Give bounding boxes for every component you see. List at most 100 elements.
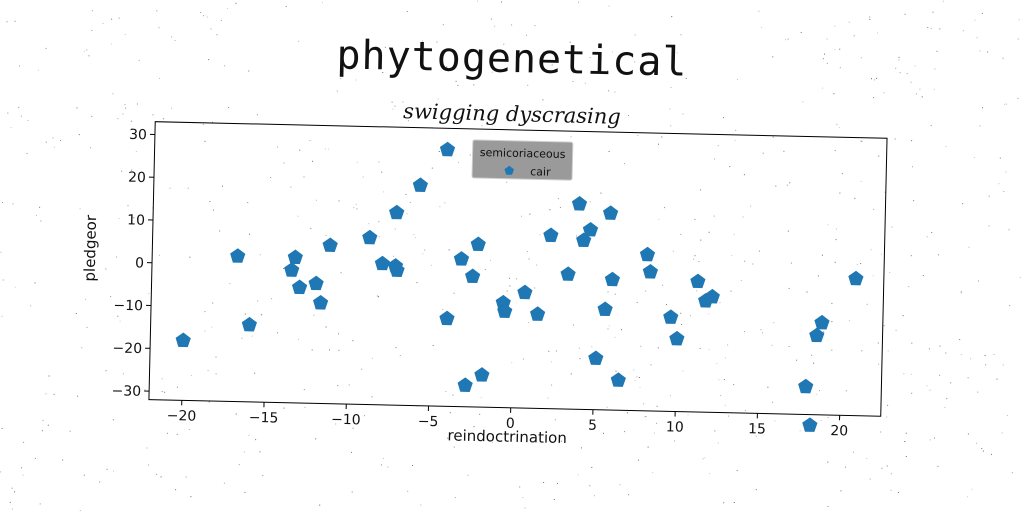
noise-speck xyxy=(702,458,704,460)
noise-speck xyxy=(99,481,101,483)
noise-speck xyxy=(608,325,610,327)
noise-speck xyxy=(919,88,921,90)
noise-speck xyxy=(309,140,311,141)
x-tick-label: 15 xyxy=(748,421,766,437)
noise-speck xyxy=(680,34,682,36)
noise-speck xyxy=(884,191,886,193)
noise-speck xyxy=(446,66,448,68)
noise-speck xyxy=(834,150,836,152)
noise-speck xyxy=(10,127,12,129)
noise-speck xyxy=(637,135,639,137)
noise-speck xyxy=(229,283,231,285)
noise-speck xyxy=(503,43,505,45)
noise-speck xyxy=(1004,103,1006,105)
data-point xyxy=(603,205,619,220)
noise-speck xyxy=(981,12,983,14)
noise-speck xyxy=(351,451,352,453)
noise-speck xyxy=(30,305,32,307)
noise-speck xyxy=(399,355,401,356)
data-point xyxy=(642,263,658,279)
noise-speck xyxy=(927,27,929,28)
noise-speck xyxy=(929,439,931,441)
noise-speck xyxy=(584,82,586,84)
noise-speck xyxy=(171,107,172,109)
noise-speck xyxy=(481,125,483,127)
data-point xyxy=(474,367,490,382)
noise-speck xyxy=(906,73,908,75)
data-point xyxy=(543,227,559,243)
x-tick-label: 0 xyxy=(506,416,515,432)
noise-speck xyxy=(708,349,710,351)
noise-speck xyxy=(457,85,459,86)
noise-speck xyxy=(189,256,191,258)
noise-speck xyxy=(542,51,544,53)
noise-speck xyxy=(394,228,396,230)
noise-speck xyxy=(578,1,580,3)
noise-speck xyxy=(787,38,789,40)
noise-speck xyxy=(383,191,385,193)
noise-speck xyxy=(976,442,977,444)
noise-speck xyxy=(542,99,544,101)
data-point xyxy=(798,378,814,394)
noise-speck xyxy=(52,137,54,139)
noise-speck xyxy=(212,302,214,304)
noise-speck xyxy=(477,0,479,2)
noise-speck xyxy=(26,153,28,154)
noise-speck xyxy=(636,302,638,303)
noise-speck xyxy=(381,171,383,173)
noise-speck xyxy=(910,81,912,83)
noise-speck xyxy=(528,258,530,260)
data-point xyxy=(588,350,604,365)
noise-speck xyxy=(14,20,16,22)
noise-speck xyxy=(827,506,829,507)
data-point xyxy=(814,314,830,330)
noise-speck xyxy=(430,264,432,266)
noise-speck xyxy=(800,32,802,33)
noise-speck xyxy=(53,146,55,148)
noise-speck xyxy=(539,234,541,236)
noise-speck xyxy=(841,173,843,175)
noise-speck xyxy=(860,180,862,182)
noise-speck xyxy=(376,295,378,297)
y-tick-label: 20 xyxy=(128,170,146,186)
noise-speck xyxy=(501,1,502,3)
noise-speck xyxy=(368,223,370,225)
data-point xyxy=(663,309,679,324)
noise-speck xyxy=(971,488,973,490)
noise-speck xyxy=(977,391,979,393)
noise-speck xyxy=(40,220,42,222)
noise-speck xyxy=(936,50,938,52)
noise-speck xyxy=(736,470,738,471)
noise-speck xyxy=(438,151,440,152)
noise-speck xyxy=(991,453,992,455)
noise-speck xyxy=(394,105,396,107)
noise-speck xyxy=(1,315,3,317)
noise-speck xyxy=(490,18,492,20)
noise-speck xyxy=(130,120,132,122)
noise-speck xyxy=(148,293,150,294)
noise-speck xyxy=(351,491,353,493)
noise-speck xyxy=(666,304,667,306)
noise-speck xyxy=(946,398,948,400)
noise-speck xyxy=(523,358,524,360)
noise-speck xyxy=(298,40,300,42)
noise-speck xyxy=(156,473,158,475)
noise-speck xyxy=(254,372,256,374)
data-point xyxy=(389,262,405,278)
noise-speck xyxy=(1005,103,1007,105)
noise-speck xyxy=(655,64,657,66)
noise-speck xyxy=(950,382,952,384)
noise-speck xyxy=(453,292,455,294)
y-tick-label: 0 xyxy=(135,255,144,271)
noise-speck xyxy=(88,55,90,57)
noise-speck xyxy=(928,348,930,350)
noise-speck xyxy=(1008,229,1010,231)
noise-speck xyxy=(491,442,493,444)
noise-speck xyxy=(676,52,678,54)
noise-speck xyxy=(624,431,626,433)
noise-speck xyxy=(881,253,882,255)
noise-speck xyxy=(619,484,621,486)
noise-speck xyxy=(978,280,979,282)
noise-speck xyxy=(937,465,939,467)
noise-speck xyxy=(526,34,527,36)
